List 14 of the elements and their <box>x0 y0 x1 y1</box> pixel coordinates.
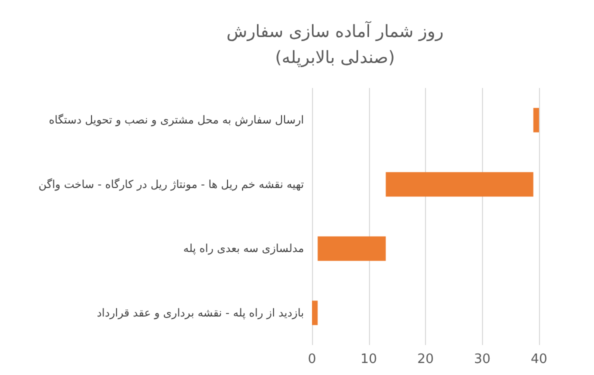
bar <box>312 300 318 326</box>
x-tick-label: 40 <box>530 352 548 367</box>
bar <box>386 172 534 197</box>
y-tick-label: بازدید از راه پله - نقشه برداری و عقد قرارداد <box>96 306 304 320</box>
chart-title: روز شمار آماده سازی سفارش (صندلی بالابرپله) <box>226 21 444 68</box>
bar <box>318 236 386 261</box>
y-tick-label: تهیه نقشه خم ریل ها - مونتاژ ریل در کارگاه - ساخت واگن <box>38 178 304 191</box>
x-tick-label: 0 <box>308 352 316 367</box>
x-tick-label: 10 <box>360 352 378 367</box>
y-tick-label: ارسال سفارش به محل مشتری و نصب و تحویل دستگاه <box>48 114 304 127</box>
x-tick-label: 20 <box>417 352 434 367</box>
bar <box>533 108 539 132</box>
x-tick-label: 30 <box>474 352 491 367</box>
y-tick-label: مدلسازی سه بعدی راه پله <box>183 242 304 256</box>
